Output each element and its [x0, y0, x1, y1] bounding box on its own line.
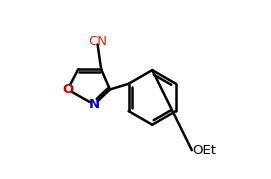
- Text: N: N: [89, 98, 100, 111]
- Text: O: O: [62, 83, 73, 96]
- Text: CN: CN: [88, 35, 107, 48]
- Text: OEt: OEt: [192, 144, 216, 157]
